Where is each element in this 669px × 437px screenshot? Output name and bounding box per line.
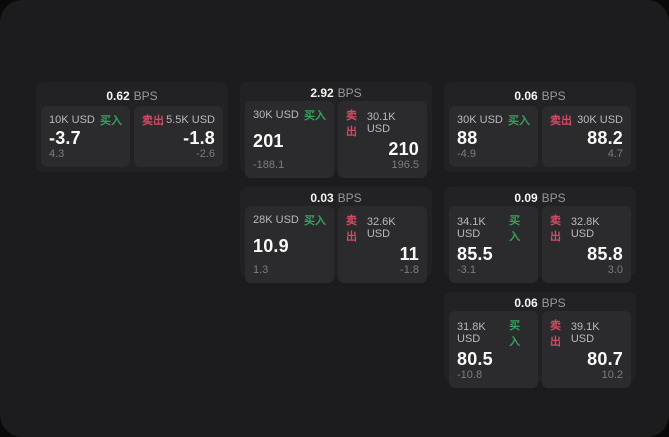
sell-sub-value: 10.2 (601, 369, 623, 381)
buy-side-label: 买入 (100, 115, 122, 127)
sell-side-label: 卖出 (346, 215, 357, 243)
card-header: 2.92 BPS (245, 86, 427, 100)
buy-side-label: 买入 (304, 215, 326, 227)
buy-size-label: 28K USD (253, 214, 299, 226)
sell-panel[interactable]: 卖出 5.5K USD -1.8 -2.6 (134, 106, 223, 167)
sell-size-label: 32.8K USD (570, 216, 600, 240)
bps-unit: BPS (133, 88, 158, 103)
bps-value: 2.92 (310, 86, 334, 100)
buy-price: 201 (253, 131, 284, 151)
buy-sub-value: -4.9 (457, 148, 476, 160)
card-header: 0.09 BPS (449, 191, 631, 205)
sell-size-label: 30.1K USD (366, 111, 396, 135)
quote-card-grid: 0.62 BPS 10K USD 买入 -3.7 4.3 卖出 5.5K USD (36, 82, 636, 388)
bps-value: 0.06 (514, 88, 538, 103)
sell-sub-value: 4.7 (607, 148, 623, 160)
sell-sub-value: 3.0 (607, 264, 623, 276)
buy-sub-value: -10.8 (457, 369, 483, 381)
sell-size-label: 5.5K USD (166, 114, 215, 126)
buy-panel[interactable]: 28K USD 买入 10.9 1.3 (245, 206, 334, 283)
sell-sub-value: -1.8 (400, 264, 419, 276)
buy-side-label: 买入 (509, 320, 521, 348)
bps-value: 0.06 (514, 296, 538, 310)
sell-panel[interactable]: 卖出 30K USD 88.2 4.7 (542, 106, 631, 167)
bps-value: 0.03 (310, 191, 334, 205)
sell-panel[interactable]: 卖出 39.1K USD 80.7 10.2 (542, 311, 631, 388)
quote-card[interactable]: 0.62 BPS 10K USD 买入 -3.7 4.3 卖出 5.5K USD (36, 82, 228, 172)
buy-sub-value: -188.1 (253, 159, 285, 171)
buy-side-label: 买入 (508, 115, 530, 127)
buy-price: 85.5 (457, 244, 493, 264)
buy-size-label: 34.1K USD (457, 216, 486, 240)
sell-side-label: 卖出 (142, 115, 164, 127)
sell-side-label: 卖出 (550, 320, 561, 348)
sell-price: 11 (399, 244, 419, 264)
buy-size-label: 30K USD (253, 109, 299, 121)
buy-panel[interactable]: 34.1K USD 买入 85.5 -3.1 (449, 206, 538, 283)
sell-size-label: 39.1K USD (570, 321, 600, 345)
bps-unit: BPS (541, 88, 566, 103)
quote-card[interactable]: 0.06 BPS 31.8K USD 买入 80.5 -10.8 卖出 39.1… (444, 292, 636, 388)
buy-sub-value: 1.3 (253, 264, 269, 276)
buy-size-label: 10K USD (49, 114, 95, 126)
sell-price: 88.2 (587, 128, 623, 148)
quote-card[interactable]: 0.03 BPS 28K USD 买入 10.9 1.3 卖出 32.6K US… (240, 187, 432, 283)
buy-price: 10.9 (253, 236, 289, 256)
sell-price: -1.8 (183, 128, 215, 148)
sell-sub-value: -2.6 (196, 148, 215, 160)
buy-price: 88 (457, 128, 478, 148)
sell-price: 85.8 (587, 244, 623, 264)
quote-card[interactable]: 2.92 BPS 30K USD 买入 201 -188.1 卖出 30.1K … (240, 82, 432, 178)
buy-sub-value: -3.1 (457, 264, 476, 276)
sell-panel[interactable]: 卖出 30.1K USD 210 196.5 (338, 101, 427, 178)
buy-size-label: 31.8K USD (457, 321, 486, 345)
bps-value: 0.09 (514, 191, 538, 205)
bps-value: 0.62 (106, 88, 130, 103)
bps-unit: BPS (337, 86, 362, 100)
sell-panel[interactable]: 卖出 32.6K USD 11 -1.8 (338, 206, 427, 283)
quote-card[interactable]: 0.09 BPS 34.1K USD 买入 85.5 -3.1 卖出 32.8K… (444, 187, 636, 283)
buy-size-label: 30K USD (457, 114, 503, 126)
sell-side-label: 卖出 (346, 110, 357, 138)
buy-side-label: 买入 (304, 110, 326, 122)
buy-price: 80.5 (457, 349, 493, 369)
sell-panel[interactable]: 卖出 32.8K USD 85.8 3.0 (542, 206, 631, 283)
buy-panel[interactable]: 31.8K USD 买入 80.5 -10.8 (449, 311, 538, 388)
bps-unit: BPS (541, 296, 566, 310)
sell-price: 80.7 (587, 349, 623, 369)
sell-size-label: 30K USD (577, 114, 623, 126)
buy-panel[interactable]: 10K USD 买入 -3.7 4.3 (41, 106, 130, 167)
sell-price: 210 (388, 139, 419, 159)
card-header: 0.03 BPS (245, 191, 427, 205)
sell-side-label: 卖出 (550, 215, 561, 243)
card-header: 0.06 BPS (449, 86, 631, 105)
card-header: 0.62 BPS (41, 86, 223, 105)
buy-sub-value: 4.3 (49, 148, 65, 160)
bps-unit: BPS (337, 191, 362, 205)
buy-panel[interactable]: 30K USD 买入 88 -4.9 (449, 106, 538, 167)
card-header: 0.06 BPS (449, 296, 631, 310)
buy-price: -3.7 (49, 128, 81, 148)
quote-card[interactable]: 0.06 BPS 30K USD 买入 88 -4.9 卖出 30K USD (444, 82, 636, 172)
bps-unit: BPS (541, 191, 566, 205)
sell-side-label: 卖出 (550, 115, 572, 127)
sell-sub-value: 196.5 (391, 159, 419, 171)
sell-size-label: 32.6K USD (366, 216, 396, 240)
buy-side-label: 买入 (509, 215, 521, 243)
buy-panel[interactable]: 30K USD 买入 201 -188.1 (245, 101, 334, 178)
